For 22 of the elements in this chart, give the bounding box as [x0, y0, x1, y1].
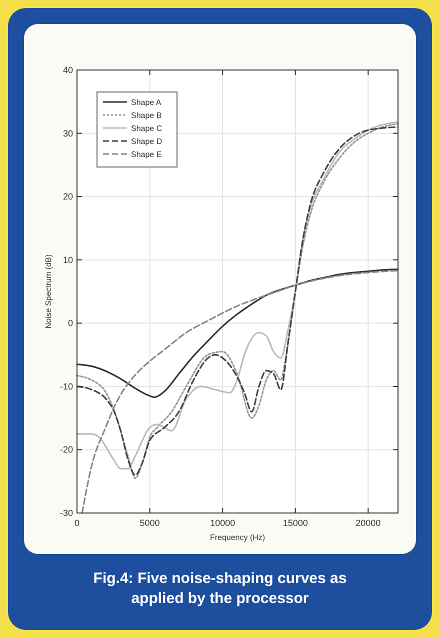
y-tick-label: -10 [60, 381, 73, 392]
text: Fig.4: Five noise-shaping curves as applied by the processor [93, 570, 347, 607]
y-tick-label: 10 [62, 254, 73, 265]
y-tick-label: 30 [62, 128, 73, 138]
x-tick-label: 5000 [140, 518, 160, 528]
y-tick-label: -20 [60, 444, 73, 455]
x-axis-title: Frequency (Hz) [210, 533, 266, 542]
legend-label: Shape C [131, 124, 162, 133]
line-series [81, 270, 399, 514]
legend-label: Shape B [131, 111, 162, 120]
legend-label: Shape D [131, 137, 162, 146]
y-axis-title: Noise Spectrum (dB) [44, 254, 53, 329]
x-tick-label: 15000 [282, 518, 308, 528]
x-tick-label: 0 [74, 518, 80, 528]
x-tick-label: 20000 [356, 518, 381, 528]
y-tick-label: 0 [68, 318, 73, 328]
x-tick-label: 10000 [210, 518, 236, 528]
legend-label: Shape A [131, 98, 162, 107]
y-tick-label: -30 [60, 508, 73, 518]
y-tick-label: 20 [62, 192, 73, 202]
y-tick-label: 40 [62, 65, 73, 75]
legend-label: Shape E [131, 150, 162, 159]
